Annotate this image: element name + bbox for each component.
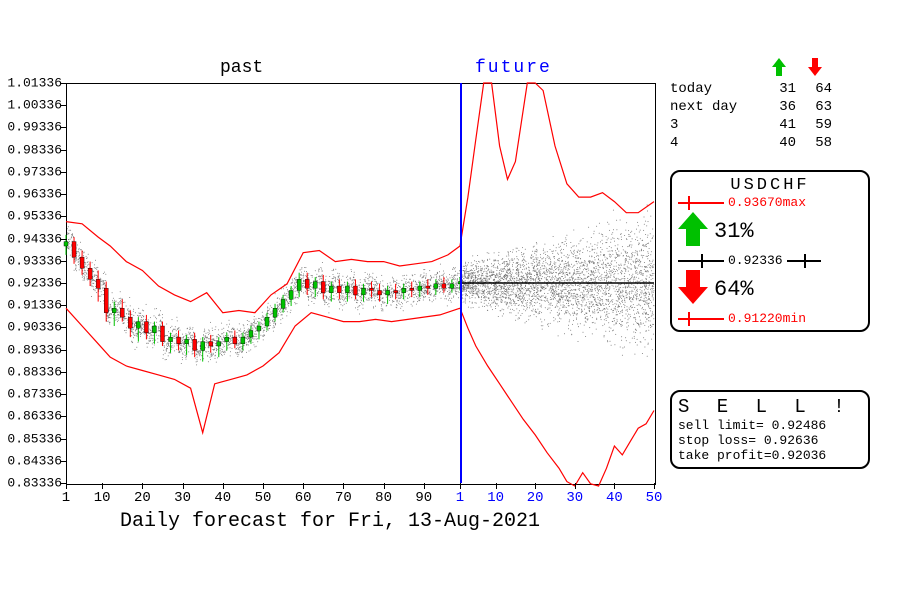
x-tick-label: 90 [415,490,432,506]
max-line-icon [678,202,724,204]
x-tick-label: 20 [527,490,544,506]
summary-box: USDCHF 0.93670max 31% 0.92336 64% 0.9122… [670,170,870,332]
x-tick-label: 40 [606,490,623,506]
y-tick-label: 1.01336 [7,76,62,91]
x-tick-label: 30 [174,490,191,506]
arrow-up-icon [678,212,708,251]
y-tick-label: 0.98336 [7,142,62,157]
y-tick-label: 0.87336 [7,387,62,402]
signal-text: S E L L ! [678,396,862,418]
y-tick-label: 0.91336 [7,298,62,313]
future-label: future [475,58,552,78]
y-tick-label: 0.92336 [7,276,62,291]
x-tick-label: 10 [487,490,504,506]
y-tick-label: 1.00336 [7,98,62,113]
x-tick-label: 10 [94,490,111,506]
y-tick-label: 0.90336 [7,320,62,335]
table-row: next day3663 [670,98,832,116]
y-tick-label: 0.99336 [7,120,62,135]
pair-symbol: USDCHF [678,176,862,195]
y-tick-label: 0.84336 [7,453,62,468]
stop-loss: stop loss= 0.92636 [678,433,862,448]
past-future-divider [460,83,462,483]
y-tick-label: 0.86336 [7,409,62,424]
x-tick-label: 40 [214,490,231,506]
mid-label: 0.92336 [728,253,783,268]
x-tick-label: 20 [134,490,151,506]
min-line-icon [678,318,724,320]
x-tick-label: 70 [335,490,352,506]
past-label: past [220,58,263,78]
x-tick-label: 30 [566,490,583,506]
table-row: 34159 [670,116,832,134]
y-tick-label: 0.96336 [7,187,62,202]
x-tick-label: 80 [375,490,392,506]
x-tick-label: 50 [255,490,272,506]
min-label: 0.91220min [728,311,806,326]
signal-box: S E L L ! sell limit= 0.92486 stop loss=… [670,390,870,469]
dn-pct: 64% [714,277,754,302]
chart-svg [66,83,654,483]
y-tick-label: 0.88336 [7,364,62,379]
x-tick-label: 1 [62,490,70,506]
arrow-down-icon [808,58,822,81]
y-tick-label: 0.83336 [7,476,62,491]
chart-title: Daily forecast for Fri, 13-Aug-2021 [0,510,660,533]
arrow-down-icon [678,270,708,309]
y-tick-label: 0.97336 [7,164,62,179]
y-tick-label: 0.93336 [7,253,62,268]
arrow-up-icon [772,58,786,81]
sell-limit: sell limit= 0.92486 [678,418,862,433]
forecast-table: today3164 next day3663 34159 44058 [670,80,832,152]
y-tick-label: 0.94336 [7,231,62,246]
max-label: 0.93670max [728,195,806,210]
x-tick-label: 60 [295,490,312,506]
y-tick-label: 0.89336 [7,342,62,357]
table-row: today3164 [670,80,832,98]
y-tick-label: 0.85336 [7,431,62,446]
table-row: 44058 [670,134,832,152]
mid-line-icon [678,260,724,262]
x-tick-label: 50 [646,490,663,506]
up-pct: 31% [714,219,754,244]
take-profit: take profit=0.92036 [678,448,862,463]
mid-line-icon [787,260,821,262]
y-tick-label: 0.95336 [7,209,62,224]
x-tick-label: 1 [456,490,464,506]
